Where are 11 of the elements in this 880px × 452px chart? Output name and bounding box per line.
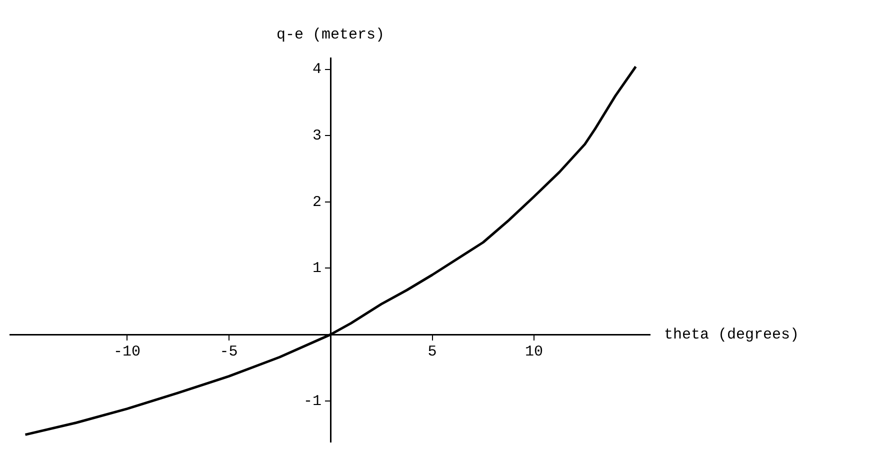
y-tick-label: 2 xyxy=(312,194,322,211)
y-tick-label: -1 xyxy=(303,392,322,410)
x-axis-title: theta (degrees) xyxy=(664,326,800,344)
x-tick-label: 5 xyxy=(428,344,437,361)
y-tick-label: 4 xyxy=(312,61,322,78)
x-tick-label: -5 xyxy=(220,344,238,361)
y-tick-label: 1 xyxy=(312,260,322,278)
y-axis-title: q-e (meters) xyxy=(276,26,385,44)
y-tick-label: 3 xyxy=(312,128,322,145)
x-tick-label: 10 xyxy=(525,344,544,361)
x-tick-label: -10 xyxy=(114,344,141,361)
